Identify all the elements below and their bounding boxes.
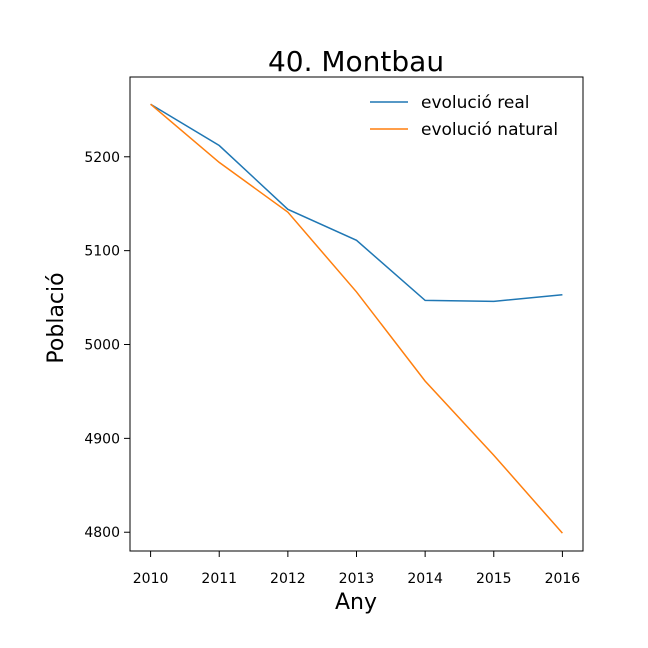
x-tick-label: 2011 [201, 571, 237, 587]
x-tick-label: 2014 [407, 571, 443, 587]
y-axis: 4800 4900 5000 5100 5200 [84, 150, 130, 541]
chart-title: 40. Montbau [268, 45, 444, 78]
y-tick-label: 4900 [84, 431, 120, 447]
series-line-natural [150, 103, 563, 534]
y-tick-label: 5000 [84, 338, 120, 354]
x-tick-label: 2016 [545, 571, 581, 587]
legend: evolució real evolució natural [370, 93, 558, 140]
x-tick-label: 2012 [270, 571, 306, 587]
x-tick-label: 2013 [339, 571, 375, 587]
y-tick-label: 4800 [84, 525, 120, 541]
y-axis-label: Població [44, 272, 69, 363]
series-line-real [150, 103, 563, 303]
legend-label: evolució natural [421, 120, 558, 140]
x-tick-label: 2010 [133, 571, 169, 587]
x-tick-label: 2015 [476, 571, 512, 587]
legend-label: evolució real [421, 93, 530, 113]
y-tick-label: 5200 [84, 150, 120, 166]
y-tick-label: 5100 [84, 244, 120, 260]
series-layer [150, 103, 563, 534]
x-axis: 2010 2011 2012 2013 2014 2015 2016 [133, 551, 581, 587]
x-axis-label: Any [335, 590, 377, 615]
